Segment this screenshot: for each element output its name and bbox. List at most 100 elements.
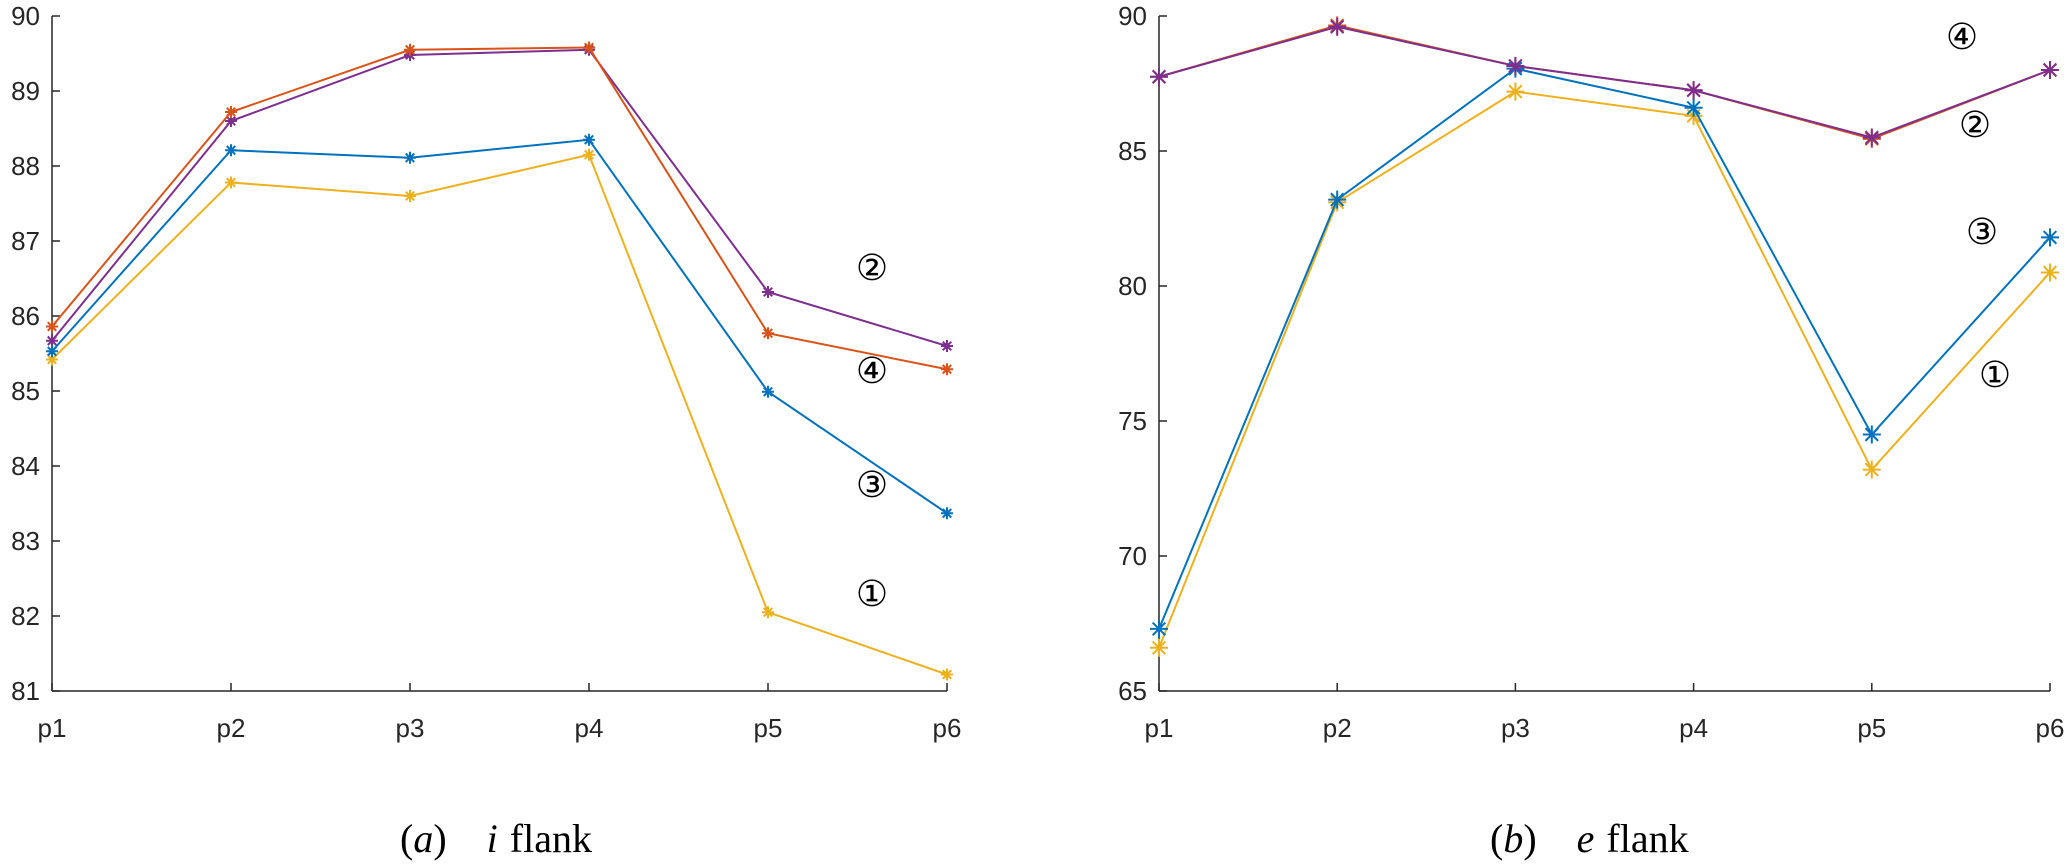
x-tick-label: p2 (1323, 713, 1352, 743)
data-point-marker (1506, 56, 1525, 75)
y-tick-label: 75 (1118, 406, 1147, 436)
caption-b-close-paren: ) (1523, 816, 1536, 861)
data-point-marker (762, 385, 774, 398)
y-tick-label: 83 (11, 526, 40, 556)
marker-stroke (942, 364, 952, 375)
y-tick-label: 80 (1118, 271, 1147, 301)
y-tick-label: 70 (1118, 541, 1147, 571)
data-point-marker (2041, 263, 2059, 282)
marker-stroke (1151, 621, 1167, 636)
series-line (51, 48, 948, 347)
marker-stroke (763, 607, 773, 618)
caption-a-var: i (487, 816, 498, 861)
series-label: ② (856, 248, 888, 289)
marker-stroke (2042, 62, 2058, 78)
data-point-marker (46, 345, 58, 358)
data-point-marker (1150, 638, 1168, 657)
caption-b-letter: b (1503, 816, 1523, 861)
marker-stroke (405, 152, 415, 163)
series-label: ④ (856, 351, 888, 392)
series-label: ③ (856, 465, 888, 506)
data-point-marker (225, 106, 237, 118)
caption-b-var: e (1577, 816, 1595, 861)
data-point-marker (941, 507, 953, 520)
x-tick-label: p6 (933, 713, 962, 743)
marker-stroke (47, 335, 57, 346)
data-point-marker (404, 43, 416, 56)
data-point-marker (1684, 98, 1703, 117)
marker-stroke (763, 328, 773, 339)
marker-stroke (584, 134, 594, 145)
caption-b-open-paren: ( (1490, 816, 1503, 861)
data-point-marker (1862, 460, 1881, 479)
y-tick-label: 81 (11, 676, 40, 706)
marker-stroke (47, 346, 57, 357)
y-tick-label: 87 (11, 226, 40, 256)
marker-stroke (405, 191, 415, 201)
y-tick-label: 82 (11, 601, 40, 631)
marker-stroke (584, 149, 594, 160)
caption-b: (b) e flank (1490, 816, 1689, 861)
data-point-marker (941, 340, 953, 352)
marker-stroke (1686, 100, 1701, 115)
series-line (1158, 90, 2051, 649)
series-line (1158, 25, 2051, 139)
data-point-marker (1684, 81, 1703, 100)
y-tick-label: 84 (11, 451, 40, 481)
data-point-marker (762, 286, 774, 298)
y-tick-label: 88 (11, 151, 40, 181)
marker-stroke (1330, 192, 1345, 207)
x-tick-label: p6 (2036, 713, 2065, 743)
y-tick-label: 85 (11, 376, 40, 406)
data-point-marker (583, 148, 595, 161)
marker-stroke (1864, 130, 1879, 145)
series-line (51, 138, 948, 515)
data-point-marker (1328, 17, 1347, 36)
marker-stroke (1864, 462, 1879, 477)
panel-a: 81 82 83 84 85 86 87 88 89 90 p1 p2 p3 p4 p5 p6 ② ④ ③ ① (11, 1, 961, 743)
marker-stroke (1151, 640, 1167, 655)
series-line (51, 153, 948, 676)
marker-stroke (1686, 83, 1701, 98)
marker-stroke (942, 508, 952, 519)
caption-a-letter: a (413, 816, 433, 861)
data-point-marker (1862, 425, 1881, 444)
marker-stroke (942, 341, 952, 351)
data-point-marker (1506, 82, 1525, 101)
series-line (1158, 67, 2051, 630)
x-tick-label: p5 (1857, 713, 1886, 743)
data-point-marker (762, 327, 774, 340)
caption-a-word: flank (510, 816, 592, 861)
data-point-marker (2041, 61, 2059, 79)
data-point-marker (583, 41, 595, 54)
y-tick-label: 90 (11, 1, 40, 31)
x-tick-label: p2 (217, 713, 246, 743)
data-point-marker (762, 606, 774, 619)
data-point-marker (2041, 228, 2059, 247)
y-tick-label: 89 (11, 76, 40, 106)
x-tick-label: p3 (396, 713, 425, 743)
caption-a-close-paren: ) (433, 816, 446, 861)
series-label: ④ (1946, 17, 1978, 58)
marker-stroke (584, 42, 594, 53)
marker-stroke (226, 177, 236, 188)
panel-b: 65 70 75 80 85 90 p1 p2 p3 p4 p5 p6 ① ② ③ ④ (1118, 1, 2064, 743)
marker-stroke (47, 321, 57, 332)
data-point-marker (1150, 619, 1168, 638)
marker-stroke (763, 386, 773, 397)
marker-stroke (226, 145, 236, 156)
marker-stroke (1508, 58, 1523, 74)
caption-b-word: flank (1606, 816, 1688, 861)
data-point-marker (404, 190, 416, 202)
x-tick-label: p4 (1679, 713, 1708, 743)
data-point-marker (941, 363, 953, 376)
data-point-marker (1150, 67, 1168, 86)
marker-stroke (1508, 84, 1523, 99)
x-tick-label: p1 (1145, 713, 1174, 743)
data-point-marker (1328, 190, 1347, 209)
marker-stroke (1330, 19, 1345, 34)
x-tick-label: p4 (575, 713, 604, 743)
series-label: ① (856, 574, 888, 615)
caption-a: (a) i flank (400, 816, 592, 861)
data-point-marker (46, 320, 58, 333)
